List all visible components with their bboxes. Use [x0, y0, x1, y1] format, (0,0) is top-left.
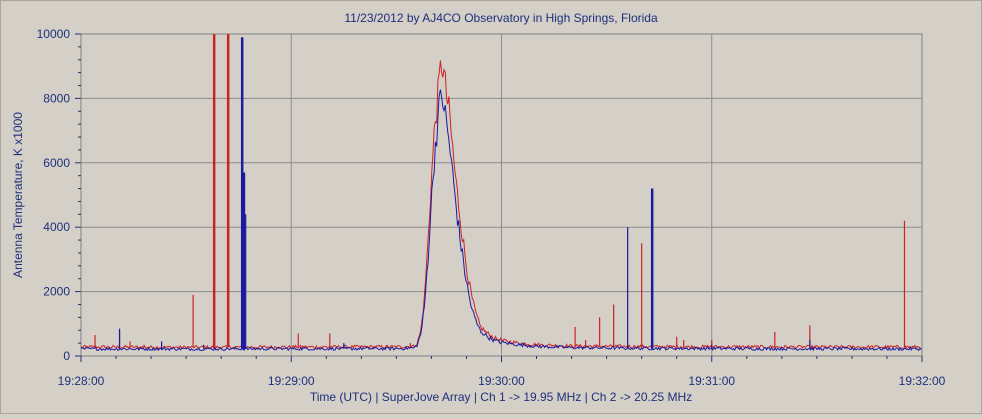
y-tick-label: 8000 [43, 91, 70, 105]
x-tick-labels: 19:28:00 19:29:00 19:30:00 19:31:00 19:32:00 [58, 374, 946, 388]
series-ch-2 [80, 37, 922, 352]
y-tick-label: 10000 [37, 27, 71, 41]
y-tick-label: 4000 [43, 220, 70, 234]
y-tick-label: 0 [63, 349, 70, 363]
y-tick-labels: 0 2000 4000 6000 8000 10000 [37, 27, 71, 363]
minor-ticks [75, 33, 923, 362]
y-tick-label: 2000 [43, 285, 70, 299]
x-tick-label: 19:28:00 [58, 374, 105, 388]
x-tick-label: 19:31:00 [688, 374, 735, 388]
y-axis-label: Antenna Temperature, K x1000 [11, 112, 25, 278]
y-tick-label: 6000 [43, 156, 70, 170]
chart-title: 11/23/2012 by AJ4CO Observatory in High … [344, 11, 658, 25]
x-tick-label: 19:32:00 [899, 374, 946, 388]
x-tick-label: 19:29:00 [268, 374, 315, 388]
x-axis-label: Time (UTC) | SuperJove Array | Ch 1 -> 1… [310, 390, 692, 404]
series-layer [80, 34, 922, 352]
series-line [80, 89, 922, 352]
grid-lines [81, 34, 922, 356]
x-tick-label: 19:30:00 [478, 374, 525, 388]
